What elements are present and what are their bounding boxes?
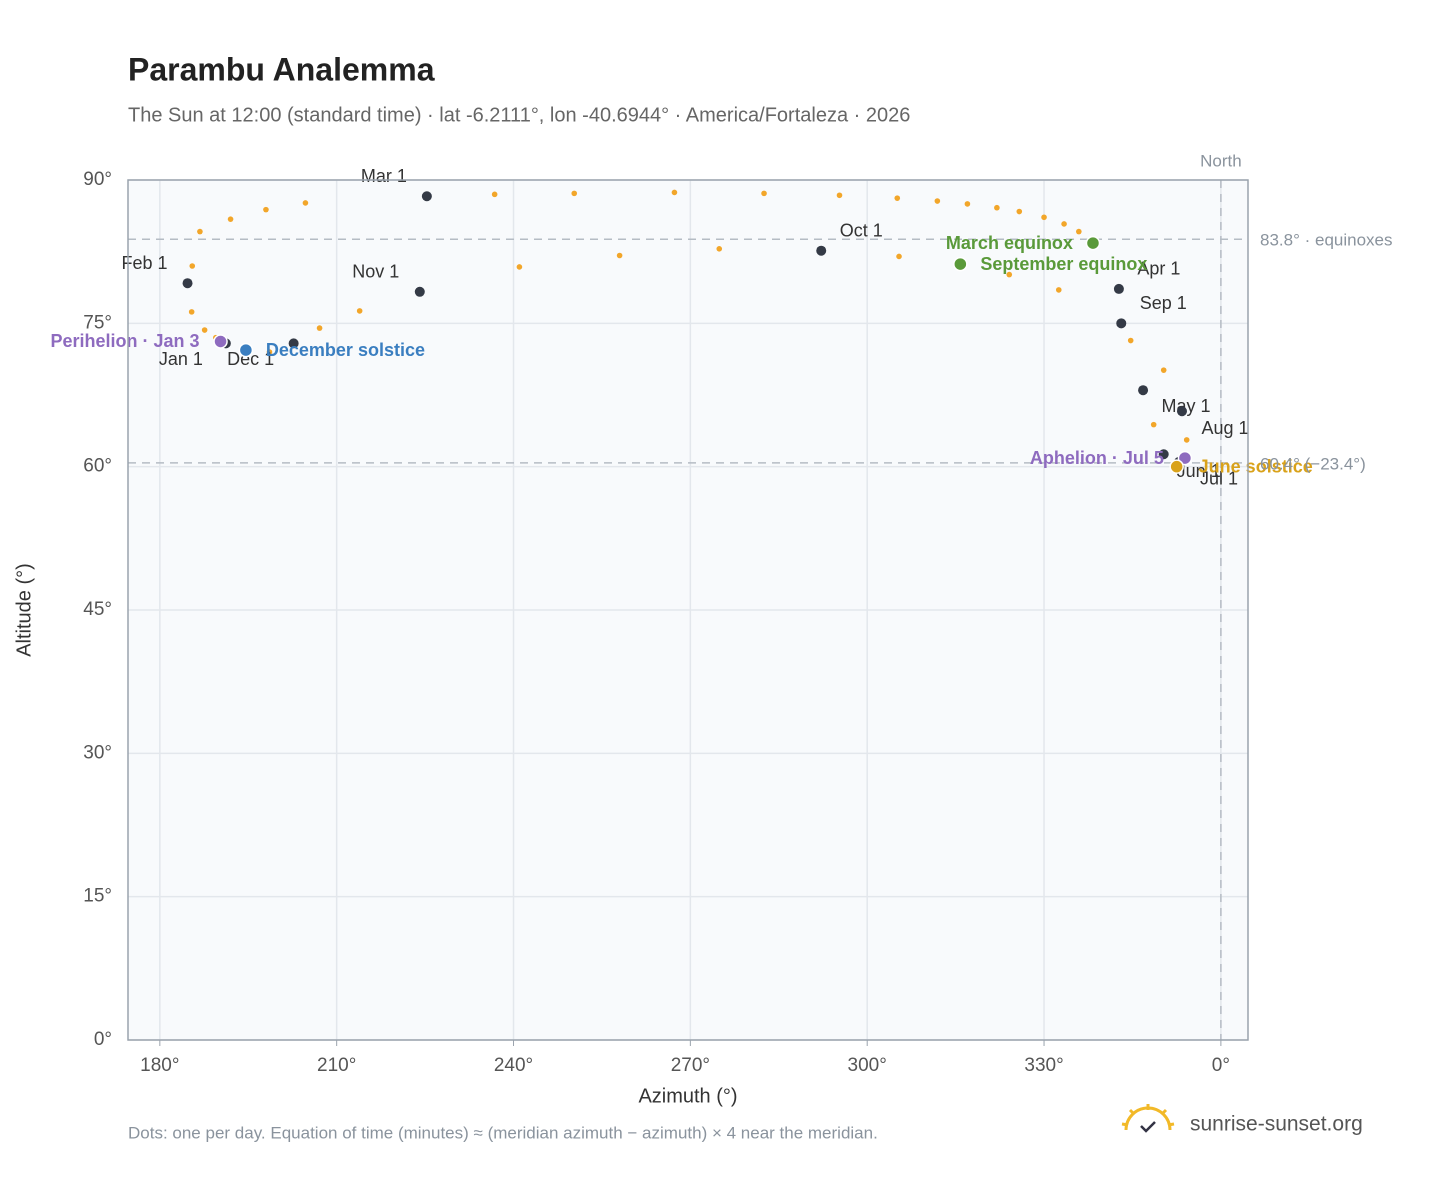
month-label: Jun 1 <box>1177 461 1221 481</box>
day-dot <box>671 189 678 196</box>
month-label: Apr 1 <box>1137 259 1180 279</box>
day-dot <box>616 252 623 259</box>
day-dot <box>1076 228 1082 235</box>
month-label: Sep 1 <box>1140 293 1187 313</box>
day-dot <box>491 191 498 198</box>
y-tick-label: 75° <box>83 312 112 333</box>
highlight-marker <box>1177 450 1193 466</box>
month-label: Dec 1 <box>227 349 274 369</box>
y-tick-label: 15° <box>83 886 112 907</box>
day-dot <box>1183 437 1190 443</box>
month-marker <box>288 338 299 349</box>
month-marker <box>1176 406 1187 417</box>
month-label: May 1 <box>1162 396 1211 416</box>
day-dot <box>1160 367 1167 373</box>
highlight-marker <box>1169 459 1184 474</box>
day-dot <box>1061 221 1067 227</box>
y-axis-label: Altitude (°) <box>13 563 35 657</box>
day-dot <box>1127 337 1134 344</box>
day-dot <box>356 308 363 314</box>
x-tick-label: 330° <box>1024 1055 1063 1076</box>
day-dot <box>1041 214 1047 221</box>
highlight-label: June solstice <box>1199 456 1313 476</box>
plot-border <box>127 179 1249 1041</box>
day-dot <box>316 325 323 331</box>
day-dot <box>189 263 196 269</box>
day-dot <box>227 216 234 222</box>
highlight-label: September equinox <box>980 254 1147 274</box>
day-dot <box>516 264 523 270</box>
month-marker <box>1158 449 1169 460</box>
day-dot <box>571 190 578 197</box>
day-dot <box>1055 287 1062 293</box>
north-label: North <box>1200 151 1242 170</box>
month-marker <box>421 191 432 202</box>
brand-logo <box>1121 1104 1175 1133</box>
day-dot <box>716 246 723 252</box>
reference-label: 83.8° · equinoxes <box>1260 231 1393 250</box>
month-label: Feb 1 <box>122 253 168 273</box>
day-dot <box>1006 271 1013 278</box>
highlight-label: Aphelion · Jul 5 <box>1030 448 1164 468</box>
day-dot <box>761 190 767 197</box>
day-dot <box>934 198 941 204</box>
footnote: Dots: one per day. Equation of time (min… <box>128 1123 878 1142</box>
day-dot <box>302 200 309 206</box>
month-marker <box>816 245 827 256</box>
x-tick-label: 300° <box>848 1055 887 1076</box>
highlight-marker <box>953 256 968 272</box>
y-tick-label: 90° <box>83 169 112 190</box>
x-tick-label: 180° <box>140 1055 179 1076</box>
month-label: Jul 1 <box>1200 469 1238 489</box>
y-tick-label: 0° <box>94 1029 112 1050</box>
reference-label: 60.4° (−23.4°) <box>1260 454 1366 473</box>
day-dot <box>1150 421 1157 428</box>
month-label: Oct 1 <box>840 220 883 240</box>
day-dot <box>263 206 269 213</box>
highlight-label: Perihelion · Jan 3 <box>51 331 200 351</box>
chart-title: Parambu Analemma <box>128 51 435 87</box>
y-tick-label: 60° <box>83 456 112 477</box>
month-label: Mar 1 <box>361 166 407 186</box>
month-label: Nov 1 <box>352 262 399 282</box>
month-marker <box>182 278 193 289</box>
y-tick-label: 45° <box>83 599 112 620</box>
day-dot <box>836 192 843 199</box>
day-dot <box>1016 208 1023 215</box>
month-marker <box>1113 283 1124 294</box>
month-marker <box>1138 385 1149 396</box>
highlight-marker <box>1085 235 1101 251</box>
chart-subtitle: The Sun at 12:00 (standard time) · lat -… <box>128 104 910 126</box>
x-tick-label: 240° <box>494 1055 533 1076</box>
x-tick-label: 210° <box>317 1055 356 1076</box>
x-axis-label: Azimuth (°) <box>638 1085 737 1107</box>
day-dot <box>994 204 1000 211</box>
month-label: Jan 1 <box>159 349 203 369</box>
x-tick-label: 0° <box>1212 1055 1230 1076</box>
day-dot <box>201 327 208 333</box>
month-marker <box>414 286 425 297</box>
day-dot <box>188 309 195 315</box>
highlight-label: December solstice <box>266 340 425 360</box>
month-label: Aug 1 <box>1201 418 1248 438</box>
day-dot <box>896 253 902 260</box>
day-dot <box>197 228 203 235</box>
day-dot <box>964 201 971 207</box>
month-marker <box>1116 318 1127 329</box>
highlight-label: March equinox <box>946 233 1073 253</box>
brand-name: sunrise-sunset.org <box>1190 1113 1363 1136</box>
x-tick-label: 270° <box>671 1055 710 1076</box>
highlight-marker <box>238 342 254 358</box>
day-dot <box>894 195 901 201</box>
y-tick-label: 30° <box>83 742 112 763</box>
day-dot <box>266 349 273 355</box>
highlight-marker <box>213 334 228 349</box>
